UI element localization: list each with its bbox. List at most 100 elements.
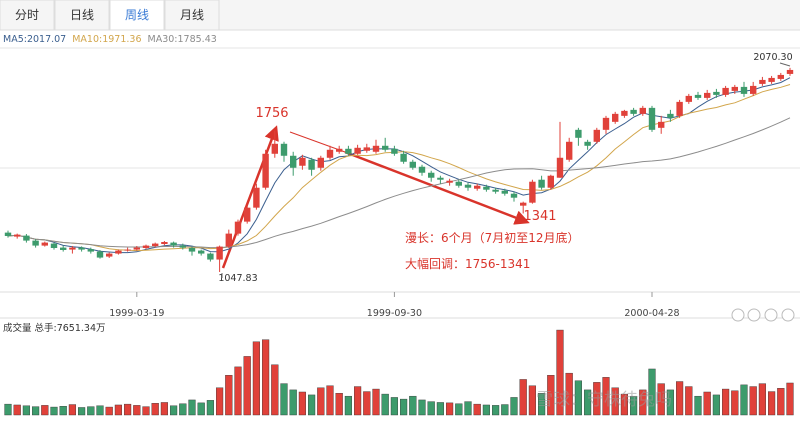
volume-bar: [13, 404, 21, 416]
candle-body: [547, 175, 554, 188]
volume-bar: [519, 379, 527, 416]
candle-body: [750, 85, 757, 94]
candle-body: [382, 145, 389, 150]
tab[interactable]: [0, 0, 55, 31]
candle-body: [161, 241, 168, 244]
candle-body: [501, 190, 508, 194]
volume-bar: [492, 405, 500, 416]
candle-body: [621, 110, 628, 116]
candle-body: [96, 251, 104, 258]
candle-body: [345, 148, 352, 154]
volume-bar: [41, 405, 49, 416]
scroll-buttons[interactable]: [731, 308, 795, 322]
volume-bar: [777, 388, 785, 416]
candle-body: [740, 86, 748, 94]
volume-bar: [32, 406, 40, 416]
volume-bar: [666, 389, 675, 416]
candle-body: [23, 235, 30, 241]
volume-bar: [584, 389, 592, 416]
volume-bar: [722, 388, 730, 416]
volume-bar: [252, 341, 261, 416]
tab-label[interactable]: 周线: [125, 8, 149, 22]
volume-bar: [574, 380, 583, 416]
button[interactable]: [781, 308, 795, 322]
candle-body: [510, 193, 518, 198]
tab[interactable]: [54, 0, 110, 31]
candle-body: [32, 240, 39, 246]
tab[interactable]: [164, 0, 220, 31]
volume-bar: [620, 393, 629, 416]
volume-bar: [234, 366, 242, 416]
button[interactable]: [731, 308, 745, 322]
candle-body: [685, 95, 692, 102]
tab-label[interactable]: 月线: [180, 8, 204, 22]
volume-bar: [197, 402, 205, 416]
volume-bar: [418, 399, 426, 416]
volume-bar: [151, 403, 159, 416]
volume-bar: [712, 394, 721, 416]
volume-bar: [372, 388, 380, 416]
volume-bar: [105, 406, 113, 416]
candle-body: [713, 91, 720, 95]
volume-bar: [685, 386, 693, 416]
ma-legend: MA30:1785.43: [148, 34, 217, 45]
volume-bar: [427, 401, 435, 416]
volume-bar: [4, 403, 12, 416]
volume-bar: [160, 402, 169, 416]
candle-body: [648, 107, 656, 130]
arrow: [344, 150, 530, 225]
button[interactable]: [747, 308, 761, 322]
candle-body: [612, 113, 619, 122]
candle-body: [78, 247, 85, 250]
candle-body: [722, 87, 729, 95]
annotation: 大幅回调：1756-1341: [405, 256, 530, 271]
volume-bar: [77, 407, 86, 416]
candle-body: [418, 166, 426, 173]
annotation: 漫长：6个月（7月初至12月底）: [405, 230, 580, 245]
candle-body: [428, 172, 435, 178]
candle-body: [4, 232, 12, 237]
candle-body: [280, 143, 288, 156]
candle-body: [308, 159, 315, 170]
volume-bar: [703, 391, 711, 416]
volume-bar: [547, 375, 555, 416]
volume-title: 成交量 总手:7651.34万: [3, 322, 106, 334]
tab[interactable]: [109, 0, 165, 31]
volume-bar: [96, 405, 104, 416]
volume-bar: [123, 403, 132, 416]
volume-bar: [648, 368, 656, 416]
candle-body: [566, 141, 573, 160]
candle-body: [234, 221, 242, 234]
candle-body: [492, 189, 499, 192]
tab-label[interactable]: 日线: [70, 8, 94, 22]
volume-bar: [179, 403, 187, 416]
volume-bar: [510, 397, 518, 416]
volume-bar: [133, 405, 141, 416]
volume-bar: [676, 381, 684, 416]
volume-bar: [740, 384, 748, 416]
volume-bar: [538, 393, 546, 416]
volume-bar: [657, 383, 665, 416]
volume-bar: [243, 356, 251, 416]
volume-bar: [630, 395, 638, 416]
volume-bar: [188, 399, 196, 416]
arrow: [289, 131, 346, 153]
candle-body: [777, 74, 784, 79]
candle-body: [520, 202, 527, 206]
candle-body: [768, 77, 775, 82]
annotation: 1047.83: [218, 273, 257, 284]
tab-label[interactable]: 分时: [15, 8, 39, 22]
volume-bar: [565, 372, 573, 416]
button[interactable]: [764, 308, 778, 322]
volume-bar: [731, 390, 739, 416]
candle-body: [244, 207, 251, 222]
volume-bar: [215, 387, 224, 416]
candle-body: [786, 69, 794, 74]
volume-bar: [354, 386, 362, 416]
volume-bar: [344, 395, 353, 416]
volume-bar: [473, 403, 481, 416]
candle-body: [400, 153, 407, 162]
volume-bar: [390, 397, 399, 416]
candle-body: [336, 148, 343, 152]
volume-bar: [482, 404, 491, 416]
